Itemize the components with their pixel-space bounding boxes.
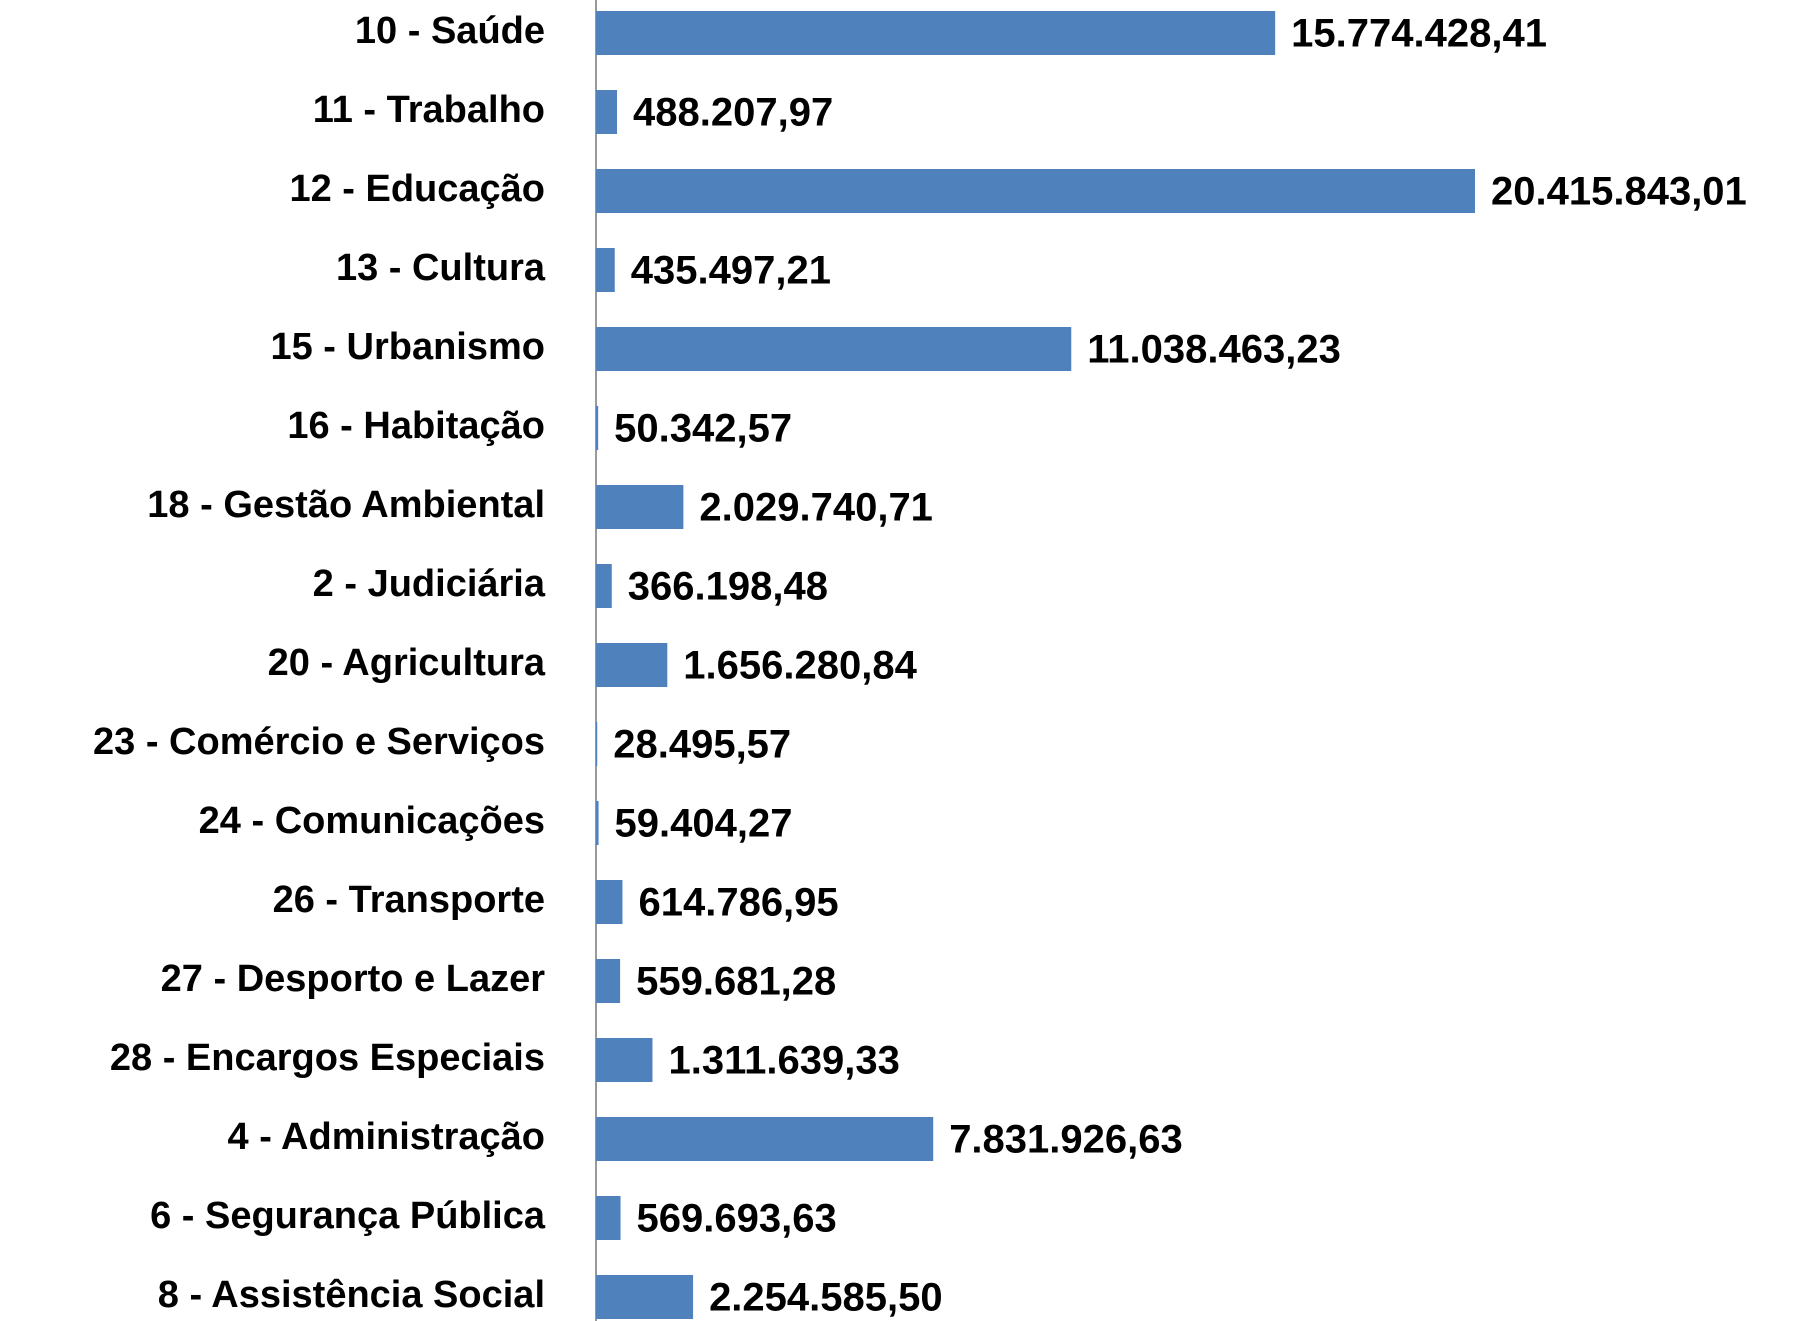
bar (596, 90, 618, 134)
bar (596, 801, 599, 845)
value-label: 7.831.926,63 (949, 1118, 1183, 1162)
category-label: 18 - Gestão Ambiental (147, 484, 545, 526)
value-label: 569.693,63 (637, 1197, 837, 1241)
value-label: 366.198,48 (628, 565, 828, 609)
value-label: 28.495,57 (613, 723, 791, 767)
bar (596, 1275, 694, 1319)
category-label: 4 - Administração (228, 1116, 545, 1158)
value-label: 2.029.740,71 (699, 486, 933, 530)
bar (596, 722, 598, 766)
value-label: 614.786,95 (638, 881, 838, 925)
value-label: 435.497,21 (631, 249, 831, 293)
bar (596, 1196, 621, 1240)
bar (596, 169, 1475, 213)
category-label: 6 - Segurança Pública (150, 1195, 546, 1237)
bar (596, 327, 1072, 371)
bar (596, 485, 684, 529)
category-label: 27 - Desporto e Lazer (161, 958, 546, 1000)
category-label: 23 - Comércio e Serviços (93, 721, 545, 763)
category-label: 16 - Habitação (287, 405, 545, 447)
bar (596, 643, 668, 687)
bar (596, 1117, 934, 1161)
category-label: 24 - Comunicações (199, 800, 545, 842)
category-label: 8 - Assistência Social (158, 1274, 545, 1316)
value-label: 488.207,97 (633, 91, 833, 135)
category-label: 10 - Saúde (355, 10, 545, 52)
bar (596, 248, 615, 292)
value-label: 59.404,27 (615, 802, 793, 846)
value-label: 15.774.428,41 (1291, 12, 1547, 56)
category-label: 20 - Agricultura (268, 642, 546, 684)
bar (596, 564, 612, 608)
bar (596, 11, 1276, 55)
category-label: 15 - Urbanismo (270, 326, 545, 368)
category-label: 2 - Judiciária (313, 563, 546, 605)
value-label: 11.038.463,23 (1087, 328, 1341, 372)
value-label: 559.681,28 (636, 960, 836, 1004)
bar (596, 406, 599, 450)
category-label: 26 - Transporte (273, 879, 545, 921)
value-label: 2.254.585,50 (709, 1276, 943, 1320)
category-label: 11 - Trabalho (313, 89, 545, 131)
category-label: 12 - Educação (289, 168, 545, 210)
category-label: 28 - Encargos Especiais (110, 1037, 545, 1079)
category-label: 13 - Cultura (336, 247, 546, 289)
value-label: 1.311.639,33 (668, 1039, 899, 1083)
bar (596, 959, 621, 1003)
value-label: 50.342,57 (614, 407, 792, 451)
bar (596, 1038, 653, 1082)
bar (596, 880, 623, 924)
value-label: 20.415.843,01 (1491, 170, 1747, 214)
value-label: 1.656.280,84 (683, 644, 917, 688)
